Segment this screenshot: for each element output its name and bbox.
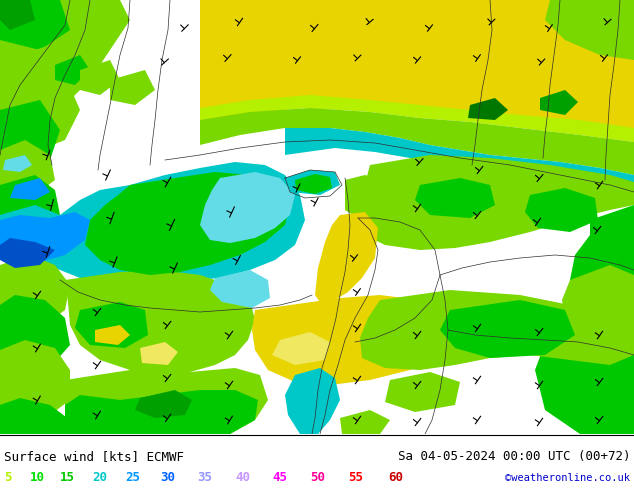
Polygon shape — [55, 55, 90, 85]
Polygon shape — [65, 270, 255, 375]
Polygon shape — [0, 255, 70, 325]
Polygon shape — [0, 0, 130, 100]
Polygon shape — [65, 390, 258, 434]
Polygon shape — [200, 108, 634, 175]
Polygon shape — [440, 300, 575, 358]
Polygon shape — [0, 0, 35, 30]
Text: 10: 10 — [30, 471, 45, 484]
Polygon shape — [210, 270, 270, 308]
Polygon shape — [110, 70, 155, 105]
Polygon shape — [315, 212, 378, 305]
Polygon shape — [0, 212, 90, 262]
Polygon shape — [360, 155, 634, 250]
Polygon shape — [80, 60, 120, 95]
Polygon shape — [285, 128, 634, 205]
Polygon shape — [272, 332, 330, 365]
Polygon shape — [0, 340, 70, 418]
Text: 35: 35 — [197, 471, 212, 484]
Polygon shape — [135, 390, 192, 418]
Text: 30: 30 — [160, 471, 175, 484]
Text: 25: 25 — [125, 471, 140, 484]
Polygon shape — [0, 398, 70, 434]
Text: 45: 45 — [272, 471, 287, 484]
Polygon shape — [0, 100, 60, 165]
Polygon shape — [0, 162, 305, 288]
Polygon shape — [340, 410, 390, 434]
Polygon shape — [360, 290, 634, 370]
Text: 5: 5 — [4, 471, 11, 484]
Polygon shape — [285, 170, 340, 195]
Polygon shape — [0, 295, 70, 365]
Polygon shape — [0, 140, 55, 195]
Text: 55: 55 — [348, 471, 363, 484]
Polygon shape — [415, 178, 495, 218]
Polygon shape — [200, 0, 634, 135]
Polygon shape — [200, 172, 295, 243]
Polygon shape — [200, 95, 634, 142]
Polygon shape — [3, 155, 32, 172]
Text: Sa 04-05-2024 00:00 UTC (00+72): Sa 04-05-2024 00:00 UTC (00+72) — [398, 450, 630, 463]
Text: 60: 60 — [388, 471, 403, 484]
Text: 40: 40 — [235, 471, 250, 484]
Polygon shape — [345, 175, 385, 218]
Polygon shape — [10, 178, 50, 200]
Polygon shape — [0, 175, 60, 225]
Text: 20: 20 — [92, 471, 107, 484]
Polygon shape — [75, 302, 148, 348]
Polygon shape — [85, 172, 290, 275]
Polygon shape — [562, 265, 634, 360]
Polygon shape — [252, 295, 460, 385]
Text: ©weatheronline.co.uk: ©weatheronline.co.uk — [505, 473, 630, 483]
Text: 15: 15 — [60, 471, 75, 484]
Polygon shape — [295, 174, 332, 194]
Polygon shape — [525, 188, 598, 232]
Text: 50: 50 — [310, 471, 325, 484]
Polygon shape — [140, 342, 178, 365]
Polygon shape — [540, 90, 578, 115]
Polygon shape — [285, 368, 340, 434]
Polygon shape — [20, 45, 65, 80]
Polygon shape — [0, 238, 55, 268]
Polygon shape — [570, 205, 634, 310]
Polygon shape — [0, 0, 70, 50]
Polygon shape — [385, 372, 460, 412]
Polygon shape — [535, 315, 634, 434]
Text: Surface wind [kts] ECMWF: Surface wind [kts] ECMWF — [4, 450, 184, 463]
Polygon shape — [468, 98, 508, 120]
Polygon shape — [0, 50, 80, 150]
Polygon shape — [65, 368, 268, 434]
Polygon shape — [545, 0, 634, 60]
Polygon shape — [95, 325, 130, 345]
